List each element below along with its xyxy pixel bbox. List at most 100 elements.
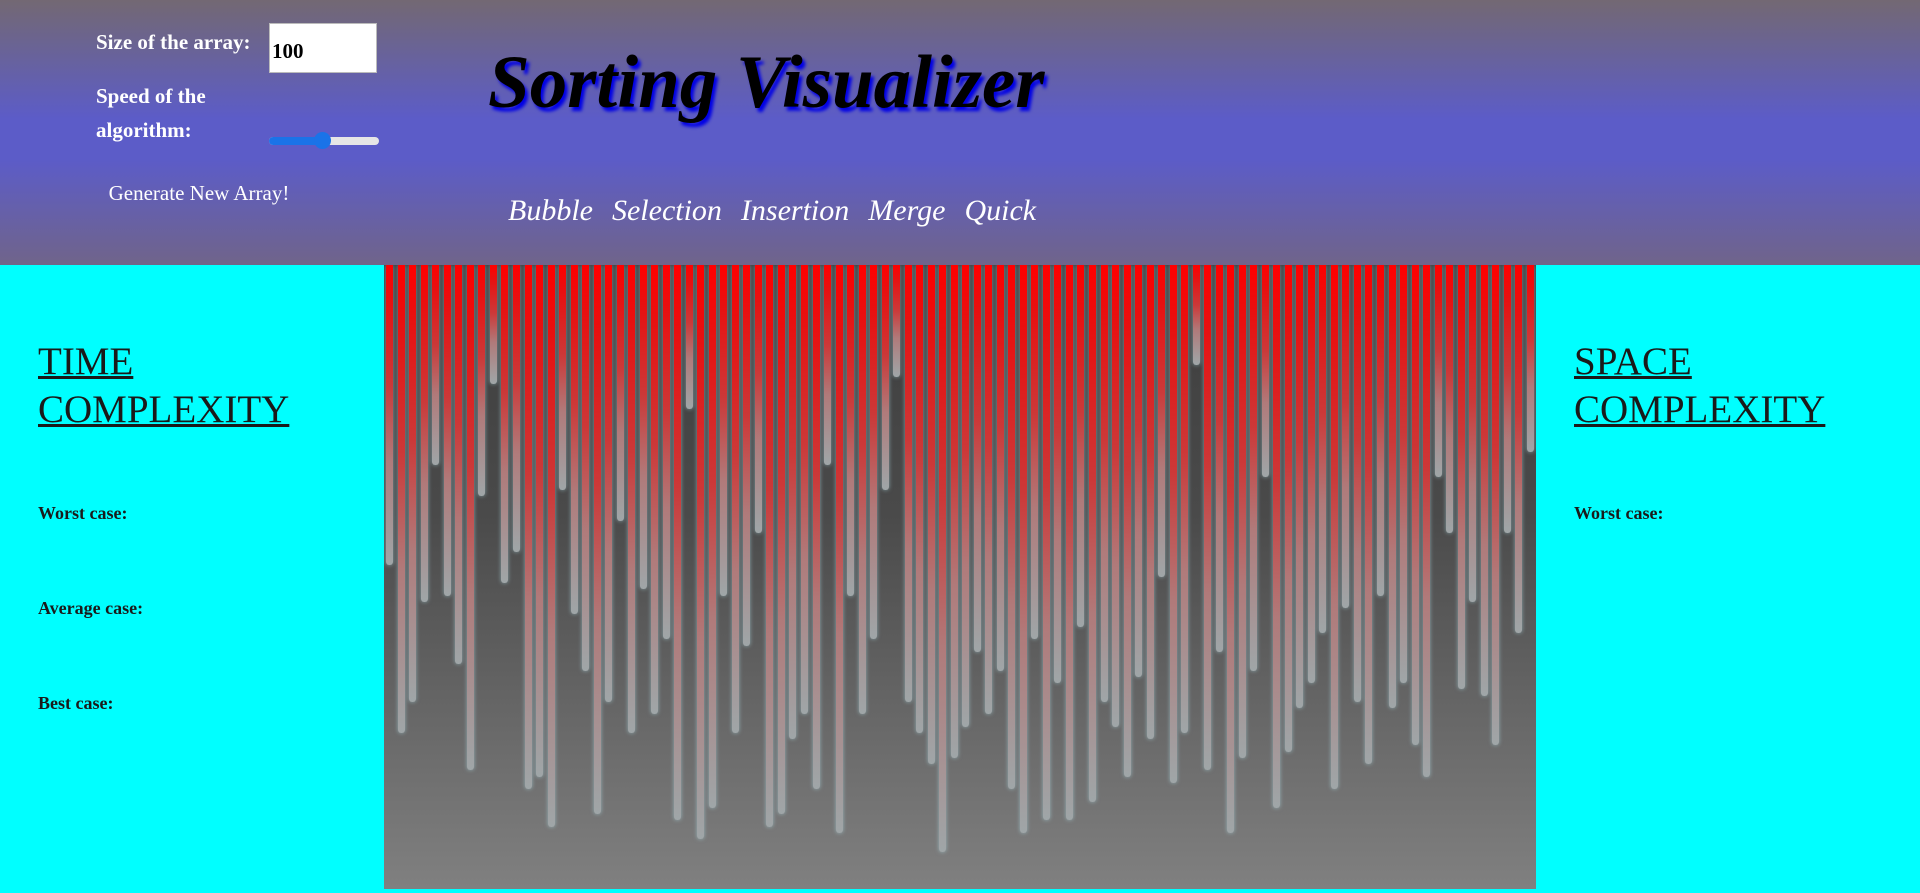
array-bar xyxy=(812,265,820,790)
page-title: Sorting Visualizer xyxy=(488,41,1045,124)
array-bar xyxy=(1273,265,1281,808)
array-bar xyxy=(835,265,843,833)
time-complexity-panel: TIME COMPLEXITY Worst case: Average case… xyxy=(38,338,368,713)
array-bar xyxy=(847,265,855,596)
algorithm-menu: Bubble Selection Insertion Merge Quick xyxy=(508,194,1051,228)
array-bar xyxy=(1388,265,1396,709)
array-bar xyxy=(1423,265,1431,777)
array-bar xyxy=(1526,265,1534,453)
array-bar xyxy=(420,265,428,602)
array-bar xyxy=(1019,265,1027,833)
array-bar xyxy=(985,265,993,715)
array-bar xyxy=(1100,265,1108,702)
generate-array-button[interactable]: Generate New Array! xyxy=(108,181,290,205)
array-bar xyxy=(455,265,463,665)
array-bar xyxy=(582,265,590,671)
array-bar xyxy=(1215,265,1223,652)
array-bar xyxy=(605,265,613,702)
array-bar xyxy=(1261,265,1269,478)
array-bar xyxy=(824,265,832,465)
array-bar xyxy=(593,265,601,815)
array-bar xyxy=(1031,265,1039,640)
merge-sort-button[interactable]: Merge xyxy=(868,194,946,227)
array-bar xyxy=(651,265,659,715)
array-bar xyxy=(570,265,578,615)
time-average-case-label: Average case: xyxy=(38,598,144,618)
time-best-case-label: Best case: xyxy=(38,693,114,713)
array-bar xyxy=(1146,265,1154,740)
speed-slider[interactable] xyxy=(269,132,379,149)
array-bar xyxy=(858,265,866,715)
quick-sort-button[interactable]: Quick xyxy=(964,194,1037,227)
array-bar xyxy=(501,265,509,584)
array-bar xyxy=(1065,265,1073,821)
array-bar xyxy=(870,265,878,640)
array-bar xyxy=(1204,265,1212,771)
insertion-sort-button[interactable]: Insertion xyxy=(740,194,850,227)
array-bar xyxy=(939,265,947,852)
space-complexity-panel: SPACE COMPLEXITY Worst case: xyxy=(1574,338,1904,523)
array-bar xyxy=(1135,265,1143,677)
slider-fill xyxy=(269,137,323,145)
selection-sort-button[interactable]: Selection xyxy=(611,194,722,227)
array-bar xyxy=(996,265,1004,671)
speed-label: Speed of the algorithm: xyxy=(96,84,206,142)
array-size-input[interactable] xyxy=(269,23,377,73)
array-bar xyxy=(397,265,405,733)
array-bar xyxy=(536,265,544,777)
array-bar xyxy=(547,265,555,827)
array-bar xyxy=(1480,265,1488,696)
bubble-sort-button[interactable]: Bubble xyxy=(508,194,593,227)
header: Size of the array: Speed of the algorith… xyxy=(0,0,1920,265)
array-bar xyxy=(1469,265,1477,602)
array-bar xyxy=(1515,265,1523,634)
array-bar xyxy=(1319,265,1327,634)
array-bar xyxy=(1181,265,1189,733)
array-bar xyxy=(754,265,762,534)
array-bar xyxy=(766,265,774,827)
array-bar xyxy=(478,265,486,496)
array-bar xyxy=(743,265,751,646)
array-bar xyxy=(973,265,981,652)
array-bar xyxy=(466,265,474,771)
array-bar xyxy=(1446,265,1454,534)
array-bar xyxy=(1503,265,1511,534)
array-bar xyxy=(616,265,624,521)
array-bar xyxy=(800,265,808,715)
time-worst-case-label: Worst case: xyxy=(38,503,128,523)
array-bar xyxy=(1434,265,1442,478)
array-bar xyxy=(639,265,647,590)
array-bar xyxy=(1088,265,1096,802)
array-bars-canvas xyxy=(384,265,1536,889)
array-bar xyxy=(881,265,889,490)
array-bar xyxy=(916,265,924,733)
slider-thumb[interactable] xyxy=(313,132,331,149)
array-bar xyxy=(720,265,728,596)
array-bar xyxy=(1112,265,1120,727)
array-bar xyxy=(708,265,716,808)
array-bar xyxy=(1457,265,1465,690)
array-bar xyxy=(731,265,739,733)
array-bar xyxy=(685,265,693,409)
array-bar xyxy=(697,265,705,840)
array-bar xyxy=(524,265,532,790)
array-bar xyxy=(1400,265,1408,684)
array-bar xyxy=(662,265,670,640)
array-bar xyxy=(1077,265,1085,627)
array-bar xyxy=(409,265,417,702)
array-bar xyxy=(1296,265,1304,709)
array-bar xyxy=(1238,265,1246,758)
array-bar xyxy=(1342,265,1350,609)
array-bar xyxy=(443,265,451,596)
array-bar xyxy=(1123,265,1131,777)
space-worst-case-label: Worst case: xyxy=(1574,503,1664,523)
array-bar xyxy=(1307,265,1315,684)
array-bar xyxy=(432,265,440,465)
array-bar xyxy=(1250,265,1258,671)
array-bar xyxy=(789,265,797,740)
array-bar xyxy=(927,265,935,765)
time-complexity-heading: TIME COMPLEXITY xyxy=(38,340,290,431)
array-bar xyxy=(1227,265,1235,833)
array-bar xyxy=(386,265,394,565)
size-label: Size of the array: xyxy=(96,30,251,54)
